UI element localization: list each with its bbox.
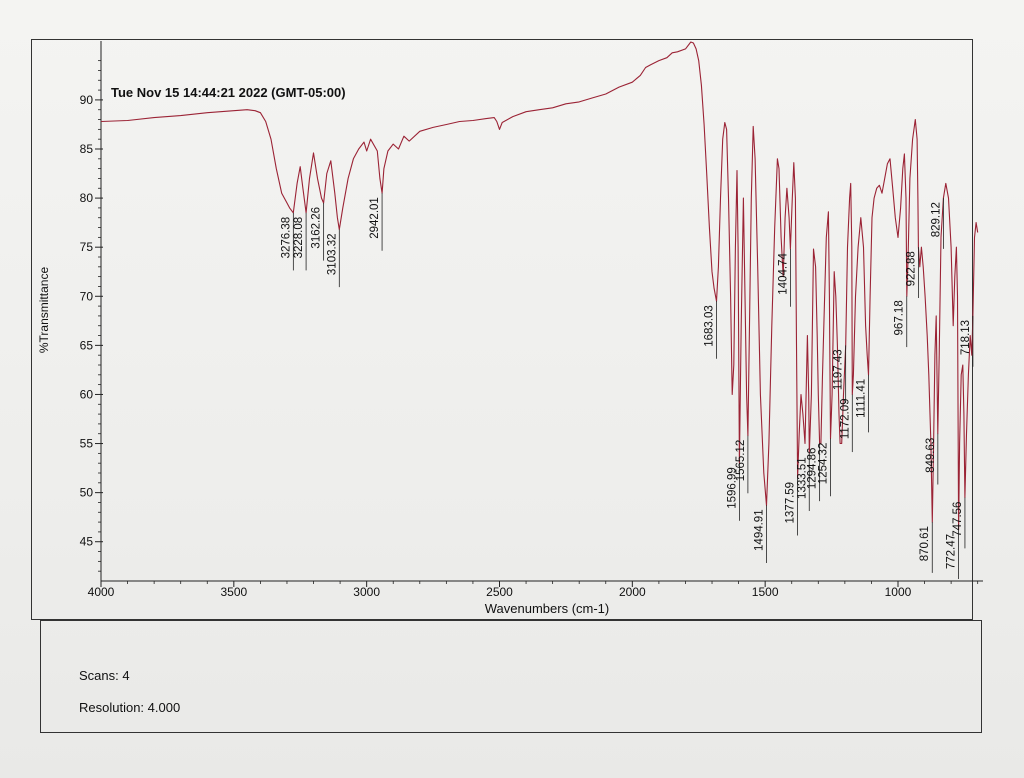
peak-label: 1494.91 (753, 509, 765, 551)
peak-label: 1404.74 (777, 253, 789, 295)
y-tick-label: 50 (80, 486, 94, 500)
x-tick-label: 3000 (353, 585, 380, 599)
peak-label: 1254.32 (818, 443, 830, 485)
info-frame (40, 620, 982, 733)
y-tick-label: 45 (80, 535, 94, 549)
x-tick-label: 1000 (885, 585, 912, 599)
peak-label: 1377.59 (785, 482, 797, 524)
peak-label: 829.12 (930, 202, 942, 237)
x-axis-label: Wavenumbers (cm-1) (485, 601, 609, 616)
peak-label: 3276.38 (280, 217, 292, 259)
spectrum-line-0 (100, 41, 979, 531)
spectrum-curve-layer (100, 41, 979, 531)
y-tick-label: 65 (80, 338, 94, 352)
peak-label: 718.13 (960, 320, 972, 355)
peak-label: 1333.51 (796, 457, 808, 499)
y-tick-label: 75 (80, 240, 94, 254)
peak-label: 870.61 (919, 526, 931, 561)
peak-label: 922.88 (905, 251, 917, 286)
peak-label: 1565.12 (735, 440, 747, 482)
y-tick-label: 60 (80, 387, 94, 401)
peak-label: 849.63 (925, 438, 937, 473)
peak-label: 2942.01 (369, 197, 381, 239)
x-tick-label: 2500 (486, 585, 513, 599)
peak-label: 1294.86 (807, 448, 819, 490)
resolution-text: Resolution: 4.000 (79, 700, 181, 715)
x-tick-label: 1500 (752, 585, 779, 599)
peak-label: 1172.09 (839, 398, 851, 439)
timestamp-label: Tue Nov 15 14:44:21 2022 (GMT-05:00) (111, 85, 346, 100)
peak-label: 3103.32 (326, 234, 338, 276)
peak-label: 772.47 (946, 534, 958, 569)
x-tick-label: 2000 (619, 585, 646, 599)
y-tick-label: 90 (80, 93, 94, 107)
peak-label: 1197.43 (833, 349, 845, 390)
y-tick-label: 55 (80, 437, 94, 451)
peak-label: 1111.41 (855, 379, 867, 418)
peak-label: 967.18 (894, 300, 906, 335)
peak-label: 3228.08 (293, 217, 305, 259)
peak-label: 3162.26 (311, 207, 323, 249)
peak-label: 1683.03 (704, 305, 716, 347)
y-tick-label: 70 (80, 289, 94, 303)
y-tick-label: 80 (80, 191, 94, 205)
x-tick-label: 4000 (88, 585, 115, 599)
x-tick-label: 3500 (220, 585, 247, 599)
peak-label: 747.56 (952, 502, 964, 537)
y-tick-label: 85 (80, 142, 94, 156)
peak-label: 1596.99 (726, 467, 738, 509)
axes: 45 50 55 60 65 70 75 80 85 90 4000 3500 3000 2500 2000… (80, 41, 983, 599)
scans-text: Scans: 4 (79, 668, 130, 683)
